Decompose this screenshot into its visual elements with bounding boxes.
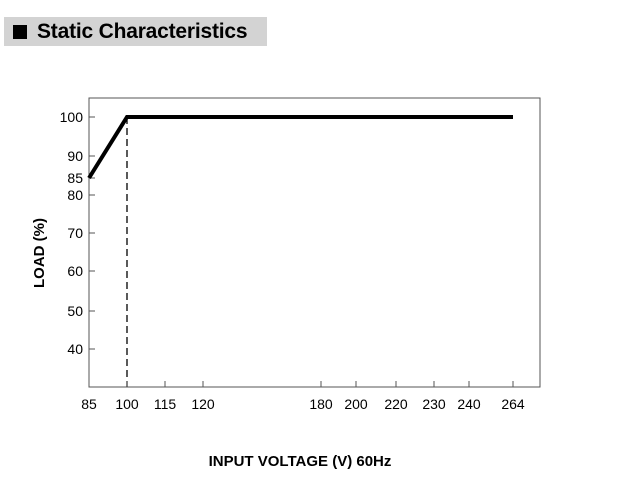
y-tick-label: 90	[67, 148, 83, 164]
x-tick-label: 240	[457, 396, 481, 412]
header-square-icon	[13, 24, 27, 39]
x-tick-label: 230	[422, 396, 446, 412]
section-title: Static Characteristics	[37, 19, 248, 43]
x-tick-label: 200	[344, 396, 368, 412]
y-tick-label: 100	[60, 109, 84, 125]
y-tick-label: 80	[67, 187, 83, 203]
y-axis-label: LOAD (%)	[31, 218, 48, 288]
x-tick-label: 115	[154, 396, 177, 412]
x-tick-label: 180	[309, 396, 333, 412]
y-tick-label: 40	[67, 341, 83, 357]
x-axis-label: INPUT VOLTAGE (V) 60Hz	[209, 453, 392, 470]
y-tick-label: 60	[67, 263, 83, 279]
x-tick-label: 100	[115, 396, 139, 412]
plot-frame	[88, 97, 541, 388]
y-tick-label: 85	[67, 170, 83, 186]
x-tick-label: 85	[81, 396, 97, 412]
x-tick-label: 220	[384, 396, 408, 412]
y-tick-label: 50	[67, 303, 83, 319]
x-tick-label: 120	[191, 396, 215, 412]
x-tick-label: 264	[501, 396, 525, 412]
section-header: Static Characteristics	[4, 17, 267, 46]
y-tick-label: 70	[67, 225, 83, 241]
load-derating-line	[87, 115, 513, 180]
